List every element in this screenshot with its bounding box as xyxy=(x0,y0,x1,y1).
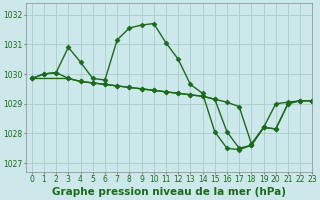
X-axis label: Graphe pression niveau de la mer (hPa): Graphe pression niveau de la mer (hPa) xyxy=(52,187,286,197)
